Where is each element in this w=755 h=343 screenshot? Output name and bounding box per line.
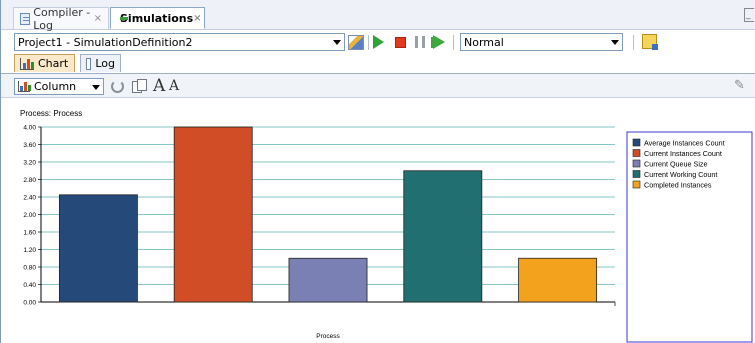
legend-swatch: [632, 159, 641, 168]
x-axis-label: Process: [316, 333, 340, 340]
y-tick-label: 0.40: [23, 282, 36, 289]
chevron-down-icon: [611, 40, 619, 45]
y-tick-label: 4.00: [23, 125, 36, 132]
tab-chart[interactable]: Chart: [14, 54, 75, 72]
copy-icon[interactable]: [132, 79, 147, 93]
legend-box: [626, 131, 753, 343]
y-tick-label: 2.80: [23, 177, 36, 184]
legend-label: Current Instances Count: [644, 149, 722, 158]
y-tick-label: 2.40: [23, 195, 36, 202]
bar-3: [288, 257, 368, 303]
edit-definition-icon[interactable]: [348, 35, 364, 50]
legend-label: Completed Instances: [644, 181, 712, 190]
column-chart-icon: [18, 81, 31, 92]
tab-label: Log: [95, 57, 115, 70]
editor-tab-strip: Compiler - Log × Simulations × _: [1, 0, 755, 32]
bar-5: [518, 257, 598, 303]
legend-swatch: [632, 170, 641, 178]
toolbar-separator: [453, 35, 454, 50]
increase-font-button[interactable]: A: [153, 76, 166, 96]
window-control-icon[interactable]: _: [744, 8, 754, 22]
legend-swatch: [632, 138, 641, 147]
bar-2: [173, 126, 253, 303]
play-icon[interactable]: [373, 35, 384, 49]
y-tick-label: 0.80: [23, 265, 36, 272]
chart-area: Process: Process 0.00 0.40 0.80 1.20 1.60 2.00…: [20, 109, 753, 343]
step-icon[interactable]: [433, 35, 445, 49]
properties-icon[interactable]: [642, 34, 658, 50]
y-tick-label: 0.00: [23, 300, 36, 307]
tab-log[interactable]: Log: [80, 54, 121, 72]
decrease-font-button[interactable]: A: [169, 78, 180, 94]
legend-label: Average Instances Count: [644, 139, 725, 148]
close-icon[interactable]: ×: [193, 12, 202, 24]
legend-label: Current Working Count: [644, 170, 717, 179]
tab-divider: [1, 73, 755, 74]
y-tick-label: 3.60: [23, 142, 36, 149]
y-tick-label: 1.60: [23, 230, 36, 237]
chart-title: Process: Process: [20, 109, 82, 118]
log-icon: [86, 57, 92, 70]
simulation-toolbar: Project1 - SimulationDefinition2 Normal: [1, 31, 755, 53]
wrench-icon[interactable]: ✎: [734, 78, 745, 93]
legend-label: Current Queue Size: [644, 160, 708, 169]
chevron-down-icon: [92, 85, 100, 90]
legend-swatch: [632, 149, 641, 157]
chart-icon: [20, 57, 34, 70]
log-document-icon: [20, 12, 31, 25]
stop-icon[interactable]: [395, 37, 406, 48]
simulation-definition-select[interactable]: Project1 - SimulationDefinition2: [14, 33, 345, 51]
y-tick-label: 2.00: [23, 212, 36, 219]
select-value: Project1 - SimulationDefinition2: [18, 35, 193, 49]
chart-toolbar: Column A A ✎: [1, 74, 755, 98]
tab-simulations[interactable]: Simulations ×: [110, 7, 205, 29]
close-icon[interactable]: ×: [93, 13, 102, 24]
pause-icon[interactable]: [415, 36, 425, 48]
y-tick-label: 1.20: [23, 247, 36, 254]
tab-label: Chart: [38, 57, 69, 70]
toolbar-separator: [368, 35, 369, 50]
simulation-mode-select[interactable]: Normal: [460, 33, 623, 51]
toolbar-separator: [633, 35, 634, 50]
step-bar-icon: [431, 37, 433, 48]
tab-compiler-log[interactable]: Compiler - Log ×: [13, 5, 109, 32]
view-tabs: Chart Log: [1, 54, 755, 73]
refresh-icon[interactable]: [111, 80, 124, 93]
y-tick-label: 3.20: [23, 160, 36, 167]
tab-label: Simulations: [120, 11, 194, 25]
bar-4: [403, 170, 483, 303]
select-value: Normal: [464, 35, 504, 49]
bar-1: [58, 194, 138, 303]
chevron-down-icon: [333, 40, 341, 45]
chart-type-select[interactable]: Column: [14, 78, 104, 95]
legend-swatch: [632, 180, 641, 189]
select-value: Column: [34, 80, 77, 93]
tab-label: Compiler - Log: [33, 5, 91, 32]
